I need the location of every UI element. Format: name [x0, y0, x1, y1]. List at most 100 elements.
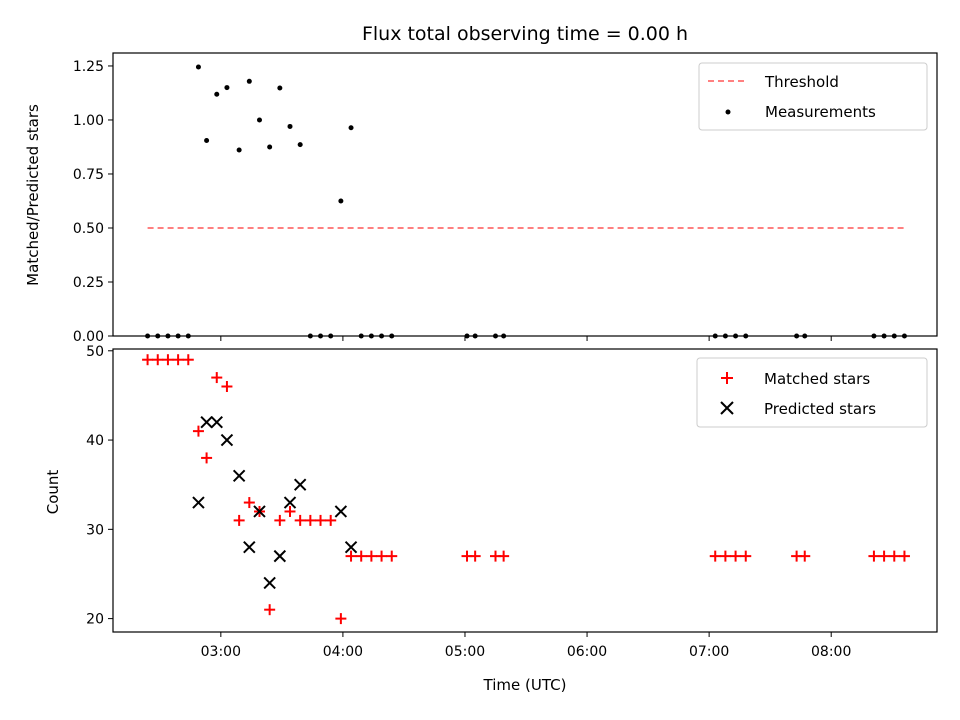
top-y-tick-label: 1.00	[73, 113, 104, 129]
x-tick-label: 05:00	[445, 644, 485, 660]
matched-stars-point	[221, 380, 233, 392]
predicted-stars-point	[232, 469, 246, 482]
bottom-y-tick-label: 20	[86, 612, 104, 628]
bottom-legend-box	[696, 357, 928, 428]
predicted-stars-point	[220, 433, 234, 447]
matched-stars-point	[386, 550, 398, 562]
x-tick-label: 04:00	[323, 644, 363, 660]
measurements-point	[256, 117, 262, 123]
matched-stars-point	[719, 550, 731, 562]
top-y-tick-label: 0.50	[73, 221, 104, 237]
predicted-legend-swatch	[720, 401, 734, 415]
matched-stars-point	[192, 425, 204, 437]
x-axis-label: Time (UTC)	[483, 676, 567, 694]
matched-stars-point	[376, 550, 388, 562]
measurements-point	[236, 147, 242, 153]
threshold-legend-label: Threshold	[764, 73, 839, 91]
predicted-stars-point	[192, 496, 205, 509]
matched-stars-point	[365, 550, 377, 562]
measurements-point	[287, 123, 293, 129]
matched-stars-point	[274, 514, 286, 526]
matched-stars-point	[868, 550, 880, 562]
matched-stars-point	[799, 550, 811, 562]
bottom-y-axis-label: Count	[44, 470, 62, 515]
measurements-point	[297, 142, 303, 148]
measurements-point	[267, 144, 273, 150]
bottom-plot-area	[142, 354, 910, 625]
x-tick-label: 08:00	[811, 644, 851, 660]
matched-stars-point	[211, 372, 223, 384]
measurements-point	[246, 78, 252, 84]
top-y-tick-label: 0.25	[73, 275, 104, 291]
predicted-stars-point	[334, 505, 348, 518]
top-legend: Threshold Measurements	[698, 62, 928, 131]
measurements-point	[204, 137, 210, 143]
x-tick-label: 06:00	[567, 644, 607, 660]
matched-stars-point	[325, 514, 337, 526]
measurements-point	[214, 91, 220, 97]
x-tick-label: 07:00	[689, 644, 729, 660]
matched-stars-point	[898, 550, 910, 562]
matched-legend-label: Matched stars	[764, 370, 870, 388]
bottom-axes-frame	[112, 348, 938, 633]
matched-legend-swatch	[721, 372, 733, 384]
measurements-point	[195, 64, 201, 70]
bottom-y-tick-label: 40	[86, 433, 104, 449]
matched-stars-point	[498, 550, 510, 562]
top-y-axis: 0.00 0.25 0.50 0.75 1.00 1.25	[73, 59, 113, 345]
chart-title: Flux total observing time = 0.00 h	[362, 23, 688, 45]
matched-stars-point	[152, 354, 164, 366]
matched-stars-point	[182, 354, 194, 366]
bottom-legend: Matched stars Predicted stars	[696, 357, 928, 428]
measurements-point	[277, 85, 283, 91]
predicted-stars-point	[283, 496, 297, 509]
matched-stars-point	[888, 550, 900, 562]
matched-stars-point	[345, 550, 357, 562]
top-x-axis-ticks	[220, 336, 832, 341]
top-axes-frame	[112, 52, 938, 337]
matched-stars-point	[142, 354, 154, 366]
matched-stars-point	[878, 550, 890, 562]
matched-stars-point	[284, 505, 296, 517]
measurements-point	[338, 198, 344, 204]
matched-stars-point	[264, 604, 276, 616]
top-y-tick-label: 0.00	[73, 329, 104, 345]
predicted-legend-label: Predicted stars	[764, 400, 876, 418]
bottom-y-axis: 20 30 40 50	[86, 344, 113, 628]
x-tick-label: 03:00	[201, 644, 241, 660]
predicted-stars-point	[200, 415, 213, 429]
predicted-stars-point	[243, 540, 256, 554]
top-legend-box	[698, 62, 928, 131]
matched-stars-point	[304, 514, 316, 526]
matched-stars-point	[335, 613, 347, 625]
matched-stars-point	[709, 550, 721, 562]
measurements-legend-swatch	[725, 109, 731, 115]
top-y-axis-label: Matched/Predicted stars	[24, 104, 42, 286]
predicted-stars-point	[273, 549, 287, 563]
predicted-stars-point	[253, 505, 266, 518]
measurements-point	[224, 85, 230, 91]
bottom-y-tick-label: 30	[86, 522, 104, 538]
matched-stars-point	[740, 550, 752, 562]
matched-stars-point	[355, 550, 367, 562]
matched-stars-point	[469, 550, 481, 562]
predicted-stars-point	[263, 576, 276, 590]
matched-stars-point	[233, 514, 245, 526]
matched-stars-point	[315, 514, 327, 526]
top-y-tick-label: 0.75	[73, 167, 104, 183]
predicted-stars-point	[293, 478, 307, 491]
top-panel: 0.00 0.25 0.50 0.75 1.00 1.25 Matched/Predict…	[24, 52, 938, 345]
measurements-point	[348, 125, 354, 131]
predicted-stars-point	[344, 540, 358, 554]
matched-stars-point	[730, 550, 742, 562]
predicted-stars-point	[210, 415, 223, 429]
measurements-legend-label: Measurements	[765, 103, 876, 121]
top-y-tick-label: 1.25	[73, 59, 104, 75]
bottom-y-tick-label: 50	[86, 344, 104, 360]
matched-stars-point	[162, 354, 174, 366]
matched-stars-point	[172, 354, 184, 366]
bottom-x-axis: 03:00 04:00 05:00 06:00 07:00 08:00	[201, 632, 851, 660]
matched-stars-point	[294, 514, 306, 526]
